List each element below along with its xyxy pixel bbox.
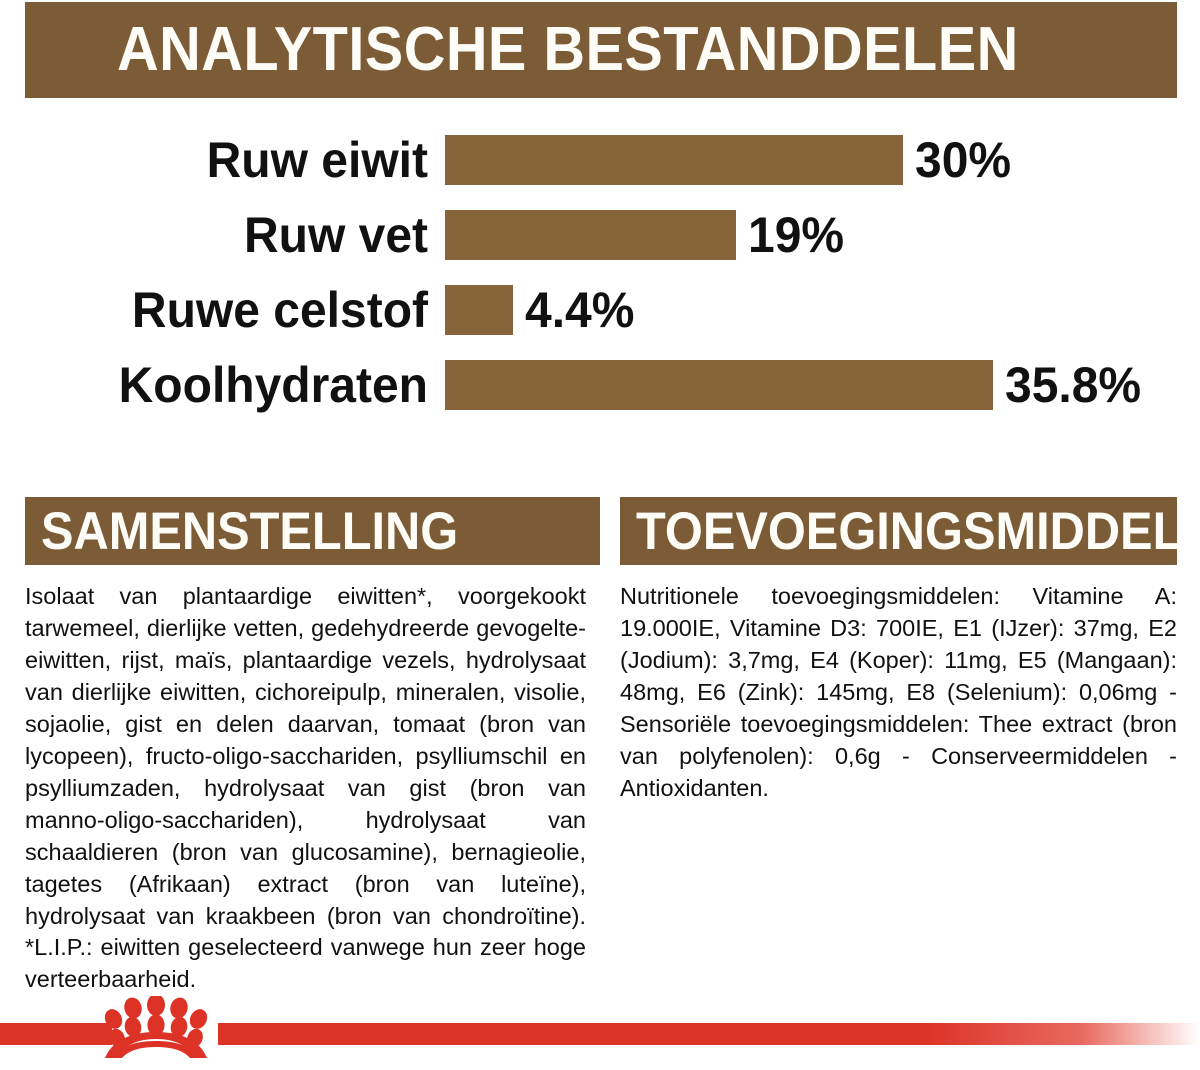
chart-row: Ruw eiwit 30% [0,122,1200,197]
analytical-constituents-chart: Ruw eiwit 30% Ruw vet 19% Ruwe celstof 4… [0,122,1200,432]
chart-category-label: Ruw eiwit [206,131,428,188]
additives-text: Nutritionele toevoegingsmiddelen: Vitami… [620,583,1177,801]
brand-footer [0,996,1200,1058]
chart-row: Ruwe celstof 4.4% [0,272,1200,347]
chart-value-label: 35.8% [1005,356,1142,413]
chart-bar [445,134,903,185]
chart-value-label: 30% [915,131,1012,188]
chart-row: Koolhydraten 35.8% [0,347,1200,422]
chart-bar [445,284,513,335]
chart-track: 19% [445,197,848,272]
chart-bar [445,359,993,410]
chart-track: 35.8% [445,347,1147,422]
footer-rule-left [0,1023,112,1045]
chart-track: 4.4% [445,272,639,347]
analytical-constituents-banner: ANALYTISCHE BESTANDDELEN [25,2,1177,98]
composition-section: SAMENSTELLING Isolaat van plantaardige e… [0,497,600,997]
chart-category-label: Ruwe celstof [131,281,428,338]
composition-banner: SAMENSTELLING [25,497,600,565]
royal-canin-crown-logo [104,996,208,1058]
composition-text: Isolaat van plantaardige eiwitten*, voor… [25,583,586,993]
chart-bar [445,209,736,260]
additives-banner: TOEVOEGINGSMIDDELEN (/kg) [620,497,1177,565]
chart-category-label: Koolhydraten [118,356,428,413]
composition-title: SAMENSTELLING [41,501,459,561]
chart-row: Ruw vet 19% [0,197,1200,272]
sections-container: SAMENSTELLING Isolaat van plantaardige e… [0,497,1200,997]
chart-category-label: Ruw vet [243,206,428,263]
additives-title: TOEVOEGINGSMIDDELEN [636,501,1177,561]
chart-value-label: 19% [748,206,845,263]
page-title: ANALYTISCHE BESTANDDELEN [117,15,1019,84]
chart-value-label: 4.4% [525,281,635,338]
additives-section: TOEVOEGINGSMIDDELEN (/kg) Nutritionele t… [600,497,1200,997]
footer-rule-right [218,1023,1200,1045]
chart-track: 30% [445,122,1015,197]
